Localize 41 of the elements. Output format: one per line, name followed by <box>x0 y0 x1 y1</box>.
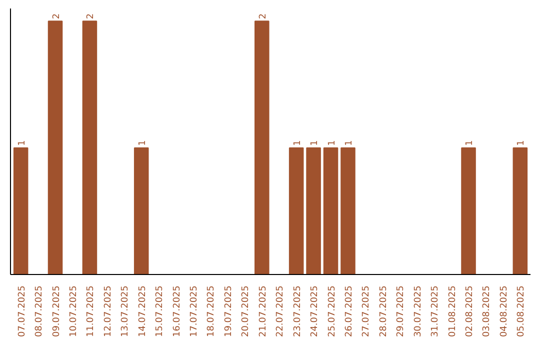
x-tick-label: 24.07.2025 <box>310 286 320 338</box>
x-tick-label: 29.07.2025 <box>396 286 406 338</box>
x-tick-label: 10.07.2025 <box>68 286 79 338</box>
x-tick-label: 31.07.2025 <box>430 286 441 338</box>
data-label: 1 <box>292 140 303 146</box>
data-label: 2 <box>258 13 268 20</box>
x-tick-label: 17.07.2025 <box>190 286 200 338</box>
data-label: 1 <box>17 140 28 146</box>
x-tick-label: 23.07.2025 <box>292 286 303 338</box>
x-tick-label: 04.08.2025 <box>499 286 510 338</box>
x-tick-label: 26.07.2025 <box>344 286 354 338</box>
x-tick-label: 05.08.2025 <box>516 286 527 338</box>
x-tick-label: 15.07.2025 <box>155 286 166 338</box>
x-tick-label: 14.07.2025 <box>138 286 148 338</box>
x-tick-label: 22.07.2025 <box>276 286 286 338</box>
x-tick-label: 03.08.2025 <box>482 286 492 338</box>
x-tick-label: 02.08.2025 <box>465 286 476 338</box>
x-tick-label: 19.07.2025 <box>224 286 234 338</box>
data-label: 1 <box>465 140 476 146</box>
x-tick-label: 30.07.2025 <box>413 286 424 338</box>
data-label: 1 <box>310 140 320 146</box>
x-tick-label: 21.07.2025 <box>258 286 268 338</box>
x-tick-label: 28.07.2025 <box>378 286 389 338</box>
x-tick-label: 25.07.2025 <box>327 286 338 338</box>
data-label: 1 <box>344 140 354 146</box>
x-tick-label: 07.07.2025 <box>17 286 28 338</box>
x-tick-label: 13.07.2025 <box>120 286 131 338</box>
x-tick-label: 08.07.2025 <box>34 286 45 338</box>
x-tick-label: 18.07.2025 <box>206 286 217 338</box>
data-label: 1 <box>138 140 148 146</box>
data-label: 1 <box>327 140 338 146</box>
x-tick-label: 12.07.2025 <box>103 286 114 338</box>
x-tick-label: 01.08.2025 <box>448 286 458 338</box>
data-label: 2 <box>52 13 62 20</box>
data-label: 1 <box>516 140 527 146</box>
x-tick-label: 20.07.2025 <box>241 286 252 338</box>
x-tick-label: 27.07.2025 <box>362 286 372 338</box>
data-label: 2 <box>86 13 96 20</box>
x-tick-label: 11.07.2025 <box>86 286 96 338</box>
x-tick-label: 09.07.2025 <box>52 286 62 338</box>
x-tick-label: 16.07.2025 <box>172 286 182 338</box>
